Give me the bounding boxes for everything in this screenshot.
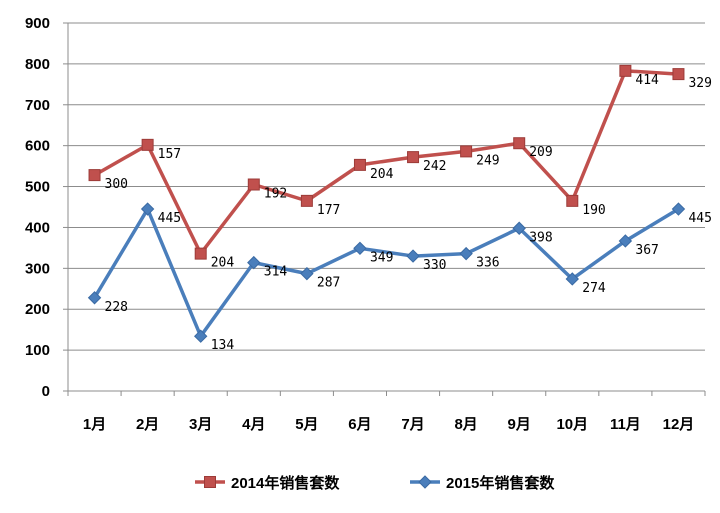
data-point-marker <box>565 272 579 286</box>
y-tick-label: 200 <box>25 301 50 318</box>
axes <box>63 22 706 396</box>
x-tick-label: 7月 <box>401 416 424 433</box>
data-label: 134 <box>211 338 235 353</box>
series-layer <box>87 64 686 343</box>
x-tick-label: 8月 <box>454 416 477 433</box>
y-tick-label: 900 <box>25 15 50 32</box>
x-tick-label: 2月 <box>136 416 159 433</box>
data-label: 330 <box>423 258 446 273</box>
data-point-marker <box>353 241 367 256</box>
data-label: 398 <box>529 230 552 245</box>
data-label: 336 <box>476 256 499 271</box>
data-point-marker <box>407 151 420 164</box>
data-label: 274 <box>582 281 606 296</box>
legend-label: 2014年销售套数 <box>231 474 340 492</box>
data-point-marker <box>406 249 420 263</box>
x-tick-label: 9月 <box>508 416 531 433</box>
y-tick-label: 700 <box>25 97 50 114</box>
legend-label: 2015年销售套数 <box>446 474 555 492</box>
data-label: 242 <box>423 159 446 174</box>
data-labels-layer: 300 157 204 192 177 204 242 249 209 190 414 329 228 4… <box>105 73 712 353</box>
data-point-marker <box>194 247 207 260</box>
y-tick-label: 400 <box>25 219 50 236</box>
data-point-marker <box>460 145 473 158</box>
data-point-marker <box>141 138 154 151</box>
y-tick-label: 300 <box>25 260 50 277</box>
series-line-1 <box>93 69 679 256</box>
data-label: 445 <box>158 211 181 226</box>
data-label: 209 <box>529 145 552 160</box>
x-tick-label: 4月 <box>242 416 265 433</box>
x-tick-label: 1月 <box>83 416 106 433</box>
data-point-marker <box>512 221 526 235</box>
data-label: 157 <box>158 147 181 162</box>
data-point-marker <box>459 246 473 261</box>
data-label: 414 <box>635 73 659 88</box>
y-tick-label: 600 <box>25 138 50 155</box>
data-label: 190 <box>582 203 605 218</box>
data-point-marker <box>194 329 208 343</box>
x-tick-label: 5月 <box>295 416 318 433</box>
data-point-marker <box>619 64 632 77</box>
data-point-marker <box>418 475 432 489</box>
y-tick-label: 100 <box>25 342 50 359</box>
data-label: 300 <box>105 177 128 192</box>
data-point-marker <box>513 137 526 150</box>
data-point-marker <box>87 291 102 305</box>
data-label: 314 <box>264 265 288 280</box>
series-line-2 <box>93 207 680 338</box>
x-tick-label: 10月 <box>556 416 588 433</box>
y-tick-label: 0 <box>42 383 50 400</box>
data-label: 204 <box>211 256 235 271</box>
data-label: 349 <box>370 250 393 265</box>
x-tick-label: 11月 <box>610 416 641 433</box>
data-label: 329 <box>688 76 711 91</box>
y-axis-tick-labels: 0 100 200 300 400 500 600 700 800 900 <box>25 15 50 400</box>
x-tick-label: 3月 <box>189 416 212 433</box>
data-label: 228 <box>105 300 128 315</box>
data-point-marker <box>140 202 155 216</box>
x-tick-label: 12月 <box>663 416 695 433</box>
data-label: 192 <box>264 187 287 202</box>
data-label: 204 <box>370 167 394 182</box>
x-tick-label: 6月 <box>348 416 371 433</box>
data-point-marker <box>618 234 633 248</box>
y-tick-label: 800 <box>25 56 50 73</box>
gridlines <box>68 22 705 351</box>
data-point-marker <box>247 255 261 270</box>
data-point-marker <box>300 266 314 281</box>
data-label: 177 <box>317 203 340 218</box>
data-point-marker <box>353 158 366 171</box>
legend: 2014年销售套数 2015年销售套数 <box>195 474 555 492</box>
data-point-marker <box>566 194 579 207</box>
data-label: 287 <box>317 276 340 291</box>
data-point-marker <box>672 68 685 81</box>
data-label: 367 <box>635 243 658 258</box>
data-point-marker <box>300 194 313 207</box>
data-point-marker <box>247 178 260 191</box>
data-label: 249 <box>476 153 499 168</box>
y-tick-label: 500 <box>25 179 50 196</box>
data-point-marker <box>88 169 101 182</box>
data-point-marker <box>671 202 686 216</box>
x-axis-tick-labels: 1月 2月 3月 4月 5月 6月 7月 8月 9月 10月 11月 12月 <box>83 416 694 433</box>
data-point-marker <box>204 476 216 488</box>
data-label: 445 <box>688 211 711 226</box>
